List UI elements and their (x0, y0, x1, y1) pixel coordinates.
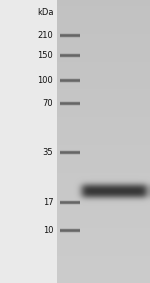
Text: 100: 100 (38, 76, 53, 85)
Text: 150: 150 (38, 51, 53, 60)
Text: 35: 35 (43, 148, 53, 157)
Text: 10: 10 (43, 226, 53, 235)
Text: kDa: kDa (37, 8, 53, 17)
Text: 70: 70 (43, 99, 53, 108)
Text: 210: 210 (38, 31, 53, 40)
Text: 17: 17 (43, 198, 53, 207)
